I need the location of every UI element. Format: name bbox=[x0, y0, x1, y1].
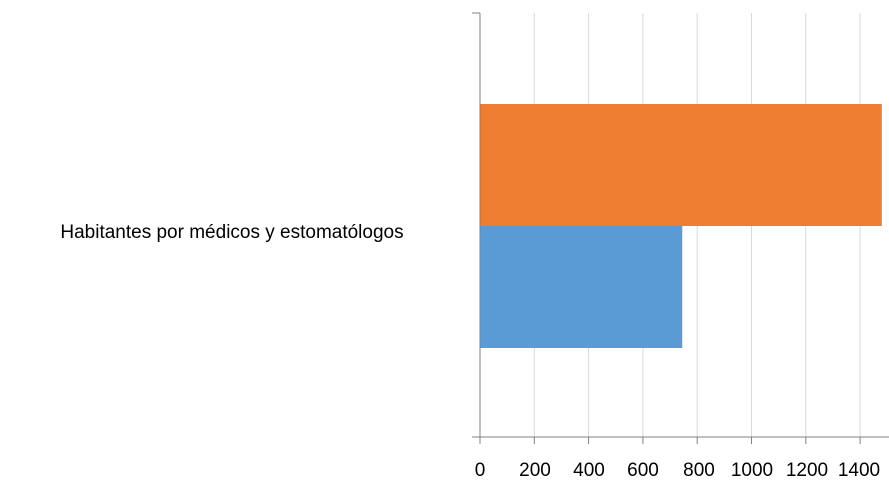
x-tick-label: 600 bbox=[627, 460, 659, 481]
x-tick-label: 400 bbox=[573, 460, 605, 481]
bar bbox=[480, 226, 683, 348]
x-tick-label: 0 bbox=[475, 460, 486, 481]
x-tick-label: 200 bbox=[519, 460, 551, 481]
x-tick-label: 1400 bbox=[838, 460, 880, 481]
x-tick-label: 1000 bbox=[731, 460, 773, 481]
bars bbox=[480, 104, 882, 348]
x-tick-label: 1200 bbox=[786, 460, 828, 481]
tick-labels: 0 200 400 600 800 1000 1200 1400 bbox=[475, 460, 880, 481]
axes bbox=[472, 12, 889, 444]
category-label: Habitantes por médicos y estomatólogos bbox=[60, 222, 403, 243]
x-tick-label: 800 bbox=[683, 460, 715, 481]
bar bbox=[480, 104, 882, 226]
